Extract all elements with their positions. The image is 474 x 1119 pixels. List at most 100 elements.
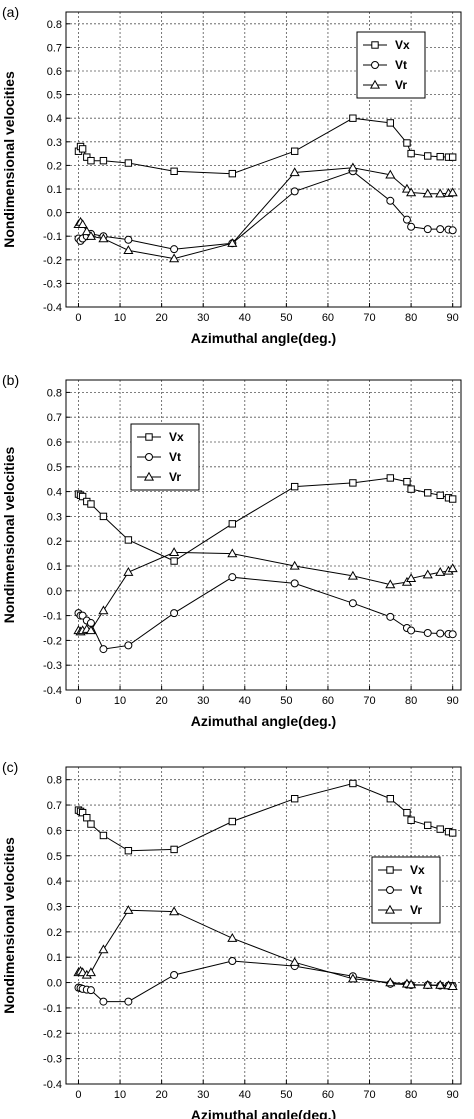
data-point bbox=[170, 845, 178, 854]
legend-label: Vr bbox=[395, 78, 407, 92]
data-point bbox=[290, 147, 299, 155]
data-point bbox=[436, 491, 444, 500]
x-tick-label: 70 bbox=[363, 695, 375, 707]
y-tick-label: -0.4 bbox=[43, 685, 62, 697]
data-point bbox=[78, 611, 87, 620]
series-vx bbox=[74, 779, 457, 855]
y-axis-label: Nondimensional velocities bbox=[1, 837, 17, 1014]
data-point bbox=[447, 981, 458, 991]
data-point bbox=[124, 846, 133, 855]
chart-panel-3: (c) 0 10 20 30 40 50 60 70 80 90 -0.4 -0.3 -0.2 -0.1 0.… bbox=[1, 759, 462, 1119]
data-point bbox=[78, 808, 87, 817]
y-tick-label: 0.8 bbox=[47, 19, 62, 31]
data-point bbox=[87, 820, 95, 828]
x-tick-label: 70 bbox=[363, 1089, 375, 1101]
y-tick-label: 0.7 bbox=[47, 412, 62, 424]
x-tick-label: 40 bbox=[239, 312, 251, 324]
data-point bbox=[386, 196, 395, 205]
data-point bbox=[448, 829, 457, 837]
y-tick-label: 0.3 bbox=[47, 901, 62, 913]
data-point bbox=[386, 119, 395, 127]
legend-marker bbox=[145, 433, 153, 441]
y-tick-label: 0.5 bbox=[47, 90, 62, 102]
data-point bbox=[87, 156, 95, 165]
data-point bbox=[170, 557, 178, 565]
data-point bbox=[85, 625, 97, 635]
panel-label: (a) bbox=[2, 4, 19, 20]
data-point bbox=[422, 569, 433, 579]
x-tick-label: 10 bbox=[114, 1089, 126, 1101]
series-vt bbox=[74, 167, 457, 254]
data-point bbox=[289, 167, 300, 177]
x-tick-label: 60 bbox=[322, 1089, 334, 1101]
data-point bbox=[424, 821, 432, 830]
data-point bbox=[402, 215, 411, 224]
data-point bbox=[98, 605, 109, 615]
data-point bbox=[169, 547, 180, 557]
plot-frame bbox=[65, 766, 462, 1085]
data-point bbox=[407, 485, 415, 493]
x-tick-label: 80 bbox=[405, 312, 417, 324]
series-vr bbox=[73, 547, 458, 636]
x-tick-label: 80 bbox=[405, 1089, 417, 1101]
legend-marker bbox=[369, 79, 381, 89]
data-point bbox=[228, 520, 237, 528]
y-tick-label: 0.8 bbox=[47, 387, 62, 399]
x-tick-label: 30 bbox=[197, 312, 209, 324]
data-point bbox=[406, 187, 417, 197]
data-point bbox=[436, 225, 445, 234]
y-tick-label: -0.3 bbox=[43, 1054, 62, 1066]
data-point bbox=[385, 579, 396, 589]
series-line bbox=[78, 167, 453, 260]
y-tick-label: -0.1 bbox=[43, 1003, 62, 1015]
data-point bbox=[170, 245, 179, 254]
data-point bbox=[403, 808, 411, 817]
y-tick-label: 0.2 bbox=[47, 927, 62, 939]
x-tick-label: 0 bbox=[75, 695, 81, 707]
y-tick-label: -0.4 bbox=[43, 302, 62, 314]
legend-label: Vx bbox=[410, 863, 425, 877]
series-vx bbox=[74, 474, 457, 565]
data-point bbox=[447, 563, 458, 573]
series-line bbox=[78, 782, 453, 852]
data-point bbox=[406, 573, 417, 583]
data-point bbox=[228, 573, 237, 582]
y-tick-label: 0.5 bbox=[47, 462, 62, 474]
data-point bbox=[228, 957, 237, 966]
plot-frame bbox=[65, 379, 462, 691]
data-point bbox=[124, 641, 133, 650]
data-point bbox=[447, 187, 458, 197]
plot-frame bbox=[65, 11, 462, 308]
x-tick-label: 40 bbox=[239, 1089, 251, 1101]
data-point bbox=[349, 479, 357, 487]
data-point bbox=[87, 500, 95, 508]
x-tick-label: 50 bbox=[280, 695, 292, 707]
data-point bbox=[170, 970, 179, 979]
x-tick-label: 90 bbox=[447, 1089, 459, 1101]
x-tick-label: 20 bbox=[156, 312, 168, 324]
data-point bbox=[407, 222, 416, 231]
data-point bbox=[348, 599, 357, 608]
y-tick-label: 0.4 bbox=[47, 113, 62, 125]
data-point bbox=[347, 162, 358, 172]
data-point bbox=[386, 474, 395, 482]
data-point bbox=[123, 566, 134, 576]
chart-panel-1: (a) 0 10 20 30 40 50 60 70 80 90 -0.4 -0.3 -0.2 -0.1 0.… bbox=[1, 4, 462, 346]
y-tick-label: 0.8 bbox=[47, 775, 62, 787]
data-point bbox=[99, 645, 108, 654]
y-tick-label: -0.3 bbox=[43, 278, 62, 290]
data-point bbox=[78, 492, 87, 501]
y-tick-label: 0.2 bbox=[47, 160, 62, 172]
data-point bbox=[448, 226, 457, 235]
data-point bbox=[385, 977, 396, 987]
series-vt bbox=[74, 957, 457, 1006]
y-tick-label: 0.0 bbox=[47, 208, 62, 220]
data-point bbox=[169, 253, 180, 263]
data-point bbox=[77, 219, 88, 229]
data-point bbox=[98, 233, 109, 243]
data-point bbox=[422, 188, 433, 198]
data-point bbox=[78, 145, 87, 153]
data-point bbox=[99, 997, 108, 1006]
y-tick-label: 0.0 bbox=[47, 978, 62, 990]
